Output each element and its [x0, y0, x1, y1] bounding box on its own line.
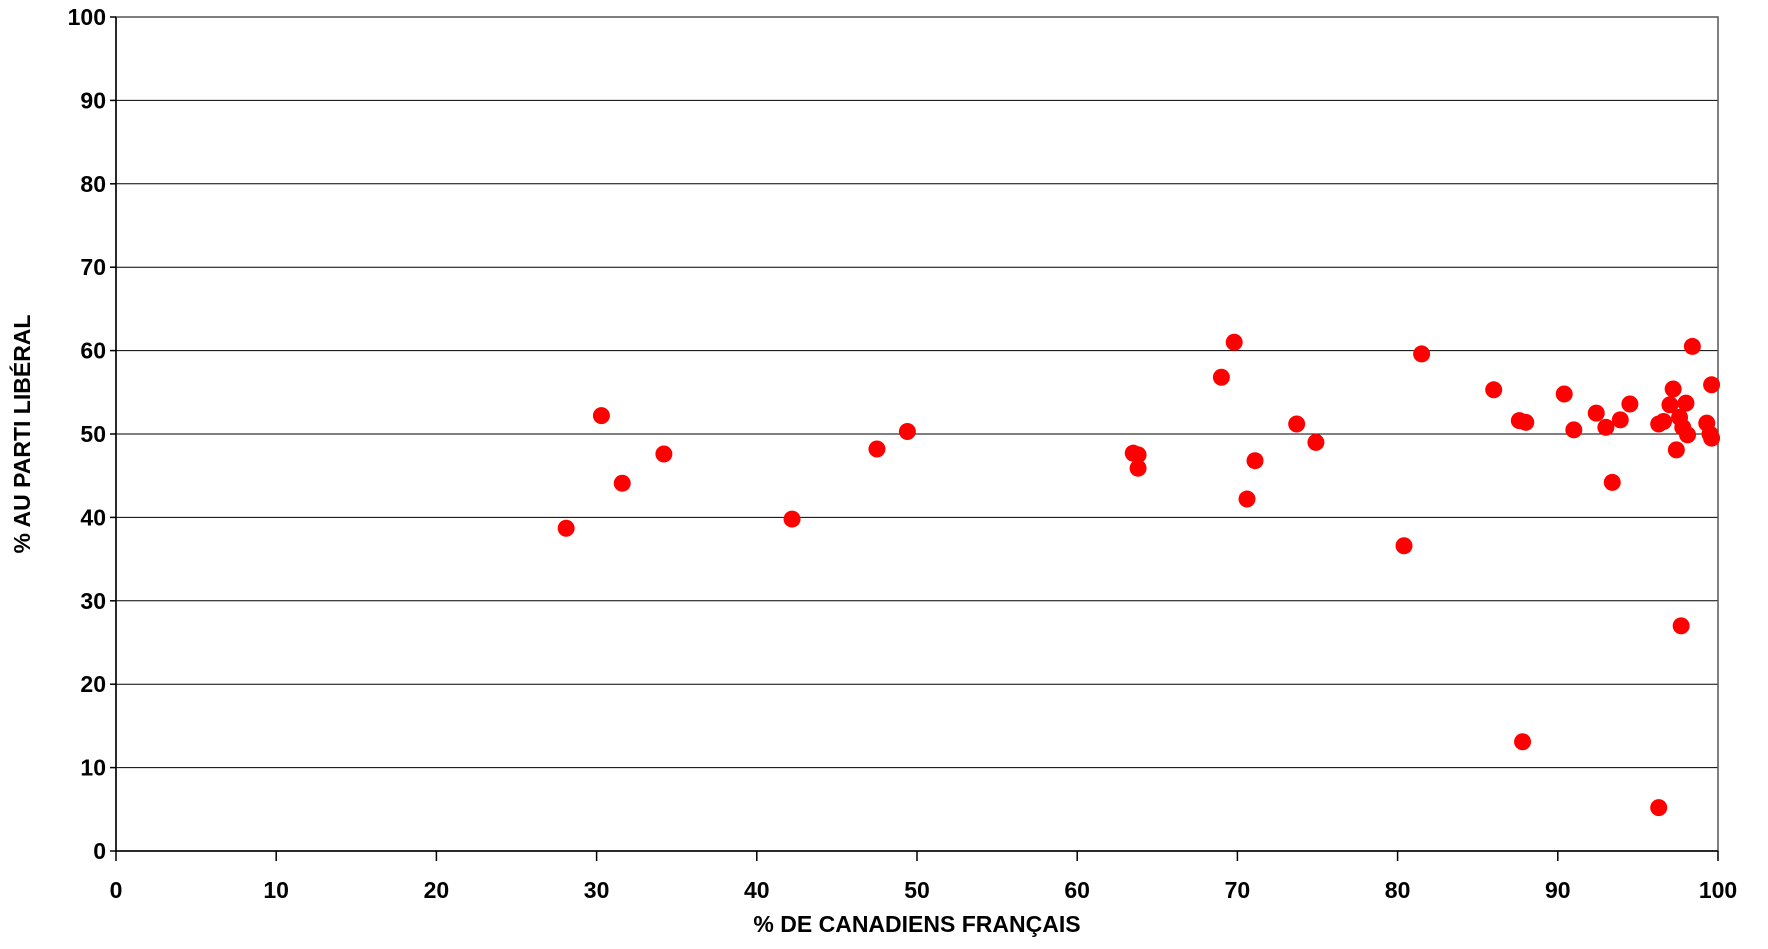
data-point — [1225, 333, 1243, 351]
data-point — [1650, 799, 1668, 817]
data-point — [655, 445, 673, 463]
data-point — [613, 474, 631, 492]
x-tick-label: 70 — [1225, 877, 1251, 903]
data-point — [1661, 396, 1679, 414]
data-point — [1664, 380, 1682, 398]
data-point — [1212, 368, 1230, 386]
y-tick-labels: 0 10 20 30 40 50 60 70 80 90 100 — [68, 4, 106, 864]
y-tick-label: 10 — [80, 755, 106, 781]
y-tick-label: 100 — [68, 4, 106, 30]
data-point — [1597, 418, 1615, 436]
data-point — [783, 510, 801, 528]
data-point — [1677, 394, 1695, 412]
x-tick-label: 20 — [424, 877, 450, 903]
data-point — [1129, 446, 1147, 464]
data-point — [898, 422, 916, 440]
data-point — [1238, 490, 1256, 508]
data-point — [592, 407, 610, 425]
data-point — [1514, 733, 1532, 751]
data-point — [1703, 429, 1721, 447]
data-point — [1413, 345, 1431, 363]
data-point — [1565, 421, 1583, 439]
data-point — [1517, 413, 1535, 431]
data-point — [1667, 441, 1685, 459]
x-tick-label: 90 — [1545, 877, 1571, 903]
data-point — [1587, 404, 1605, 422]
data-point — [1395, 537, 1413, 555]
data-point — [1485, 381, 1503, 399]
data-point — [1307, 433, 1325, 451]
data-point — [1603, 473, 1621, 491]
x-tick-label: 60 — [1064, 877, 1090, 903]
y-tick-label: 40 — [80, 504, 106, 530]
data-point — [1679, 426, 1697, 444]
x-tick-label: 30 — [584, 877, 610, 903]
y-tick-label: 20 — [80, 671, 106, 697]
y-tick-label: 60 — [80, 338, 106, 364]
y-axis-title: % AU PARTI LIBÉRAL — [8, 315, 35, 554]
x-tick-label: 50 — [904, 877, 930, 903]
y-tick-label: 90 — [80, 87, 106, 113]
data-point — [1703, 376, 1721, 394]
x-tick-labels: 0 10 20 30 40 50 60 70 80 90 100 — [110, 877, 1738, 903]
data-point — [1611, 411, 1629, 429]
data-point — [1683, 337, 1701, 355]
y-tick-label: 80 — [80, 171, 106, 197]
axes — [110, 16, 1719, 861]
x-axis-title: % DE CANADIENS FRANÇAIS — [753, 911, 1080, 937]
data-point — [557, 519, 575, 537]
data-point — [1288, 415, 1306, 433]
data-point — [1655, 412, 1673, 430]
x-tick-label: 80 — [1385, 877, 1411, 903]
data-point — [1555, 385, 1573, 403]
data-point — [1246, 452, 1264, 470]
data-points — [557, 333, 1721, 817]
y-tick-label: 50 — [80, 421, 106, 447]
y-tick-label: 0 — [93, 838, 106, 864]
x-tick-label: 100 — [1699, 877, 1737, 903]
data-point — [1621, 395, 1639, 413]
x-tick-label: 40 — [744, 877, 770, 903]
y-tick-label: 30 — [80, 588, 106, 614]
data-point — [1672, 617, 1690, 635]
x-tick-label: 0 — [110, 877, 123, 903]
x-tick-label: 10 — [263, 877, 289, 903]
y-tick-label: 70 — [80, 254, 106, 280]
data-point — [1129, 459, 1147, 477]
data-point — [868, 440, 886, 458]
gridlines — [116, 16, 1718, 769]
